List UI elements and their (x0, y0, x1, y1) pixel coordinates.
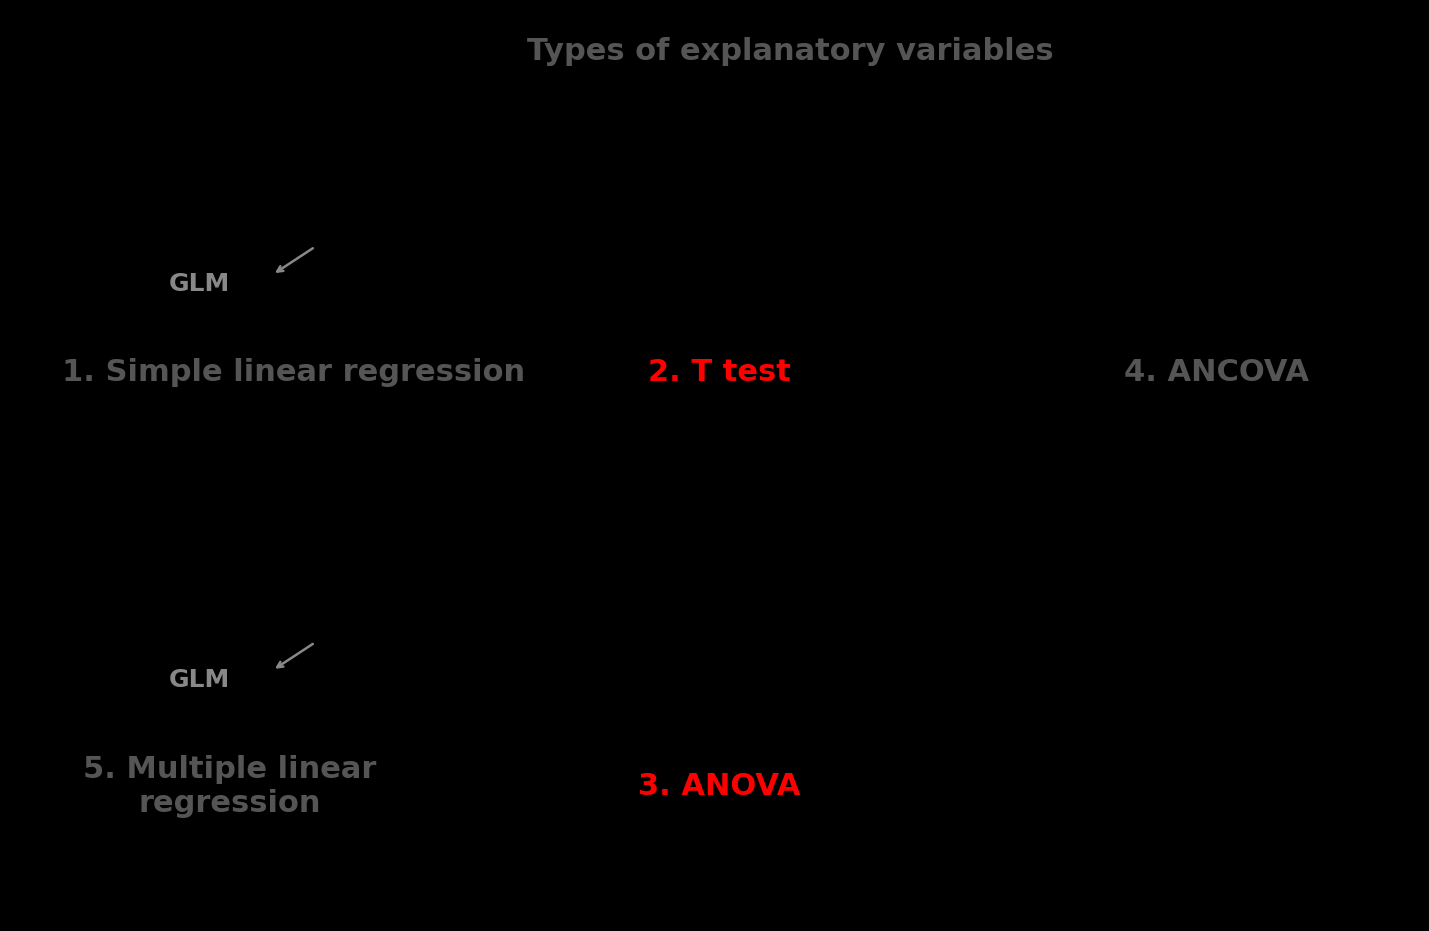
Text: 5. Multiple linear
regression: 5. Multiple linear regression (83, 755, 377, 818)
Text: GLM: GLM (169, 668, 230, 692)
Text: GLM: GLM (169, 272, 230, 296)
Text: 4. ANCOVA: 4. ANCOVA (1123, 358, 1309, 387)
Text: 2. T test: 2. T test (649, 358, 792, 387)
Text: Types of explanatory variables: Types of explanatory variables (527, 37, 1053, 66)
Text: 1. Simple linear regression: 1. Simple linear regression (63, 358, 526, 387)
Text: 3. ANOVA: 3. ANOVA (639, 772, 800, 802)
